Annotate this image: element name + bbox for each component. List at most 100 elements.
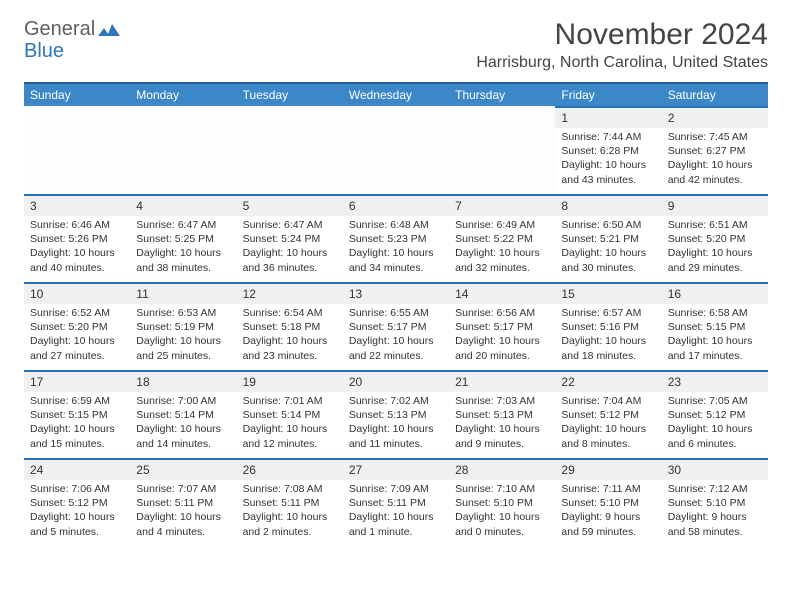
daylight-text: Daylight: 10 hours and 29 minutes. bbox=[668, 246, 762, 274]
sunset-text: Sunset: 6:27 PM bbox=[668, 144, 762, 158]
daylight-text: Daylight: 10 hours and 25 minutes. bbox=[136, 334, 230, 362]
weekday-header: Saturday bbox=[662, 83, 768, 106]
sunset-text: Sunset: 5:13 PM bbox=[349, 408, 443, 422]
calendar-day-cell: 15Sunrise: 6:57 AMSunset: 5:16 PMDayligh… bbox=[555, 282, 661, 370]
daylight-text: Daylight: 9 hours and 58 minutes. bbox=[668, 510, 762, 538]
weekday-header: Monday bbox=[130, 83, 236, 106]
calendar-day-cell: 17Sunrise: 6:59 AMSunset: 5:15 PMDayligh… bbox=[24, 370, 130, 458]
day-number: 11 bbox=[130, 282, 236, 304]
day-number: 22 bbox=[555, 370, 661, 392]
day-number: 5 bbox=[237, 194, 343, 216]
calendar-week-row: 1Sunrise: 7:44 AMSunset: 6:28 PMDaylight… bbox=[24, 106, 768, 194]
sunset-text: Sunset: 5:12 PM bbox=[561, 408, 655, 422]
calendar-day-cell: 19Sunrise: 7:01 AMSunset: 5:14 PMDayligh… bbox=[237, 370, 343, 458]
day-body: Sunrise: 7:45 AMSunset: 6:27 PMDaylight:… bbox=[662, 128, 768, 193]
sunrise-text: Sunrise: 7:01 AM bbox=[243, 394, 337, 408]
sunset-text: Sunset: 5:14 PM bbox=[243, 408, 337, 422]
month-title: November 2024 bbox=[476, 18, 768, 52]
sunset-text: Sunset: 5:22 PM bbox=[455, 232, 549, 246]
day-number: 12 bbox=[237, 282, 343, 304]
day-number: 13 bbox=[343, 282, 449, 304]
weekday-header: Sunday bbox=[24, 83, 130, 106]
daylight-text: Daylight: 10 hours and 20 minutes. bbox=[455, 334, 549, 362]
daylight-text: Daylight: 9 hours and 59 minutes. bbox=[561, 510, 655, 538]
sunrise-text: Sunrise: 7:05 AM bbox=[668, 394, 762, 408]
calendar-week-row: 24Sunrise: 7:06 AMSunset: 5:12 PMDayligh… bbox=[24, 458, 768, 546]
sunrise-text: Sunrise: 7:06 AM bbox=[30, 482, 124, 496]
sunset-text: Sunset: 5:16 PM bbox=[561, 320, 655, 334]
sunrise-text: Sunrise: 7:44 AM bbox=[561, 130, 655, 144]
day-number: 27 bbox=[343, 458, 449, 480]
calendar-day-cell: 29Sunrise: 7:11 AMSunset: 5:10 PMDayligh… bbox=[555, 458, 661, 546]
daylight-text: Daylight: 10 hours and 2 minutes. bbox=[243, 510, 337, 538]
day-number: 7 bbox=[449, 194, 555, 216]
weekday-header: Thursday bbox=[449, 83, 555, 106]
sunrise-text: Sunrise: 7:09 AM bbox=[349, 482, 443, 496]
day-body: Sunrise: 6:54 AMSunset: 5:18 PMDaylight:… bbox=[237, 304, 343, 369]
day-body: Sunrise: 7:11 AMSunset: 5:10 PMDaylight:… bbox=[555, 480, 661, 545]
sunset-text: Sunset: 5:24 PM bbox=[243, 232, 337, 246]
sunset-text: Sunset: 6:28 PM bbox=[561, 144, 655, 158]
daylight-text: Daylight: 10 hours and 18 minutes. bbox=[561, 334, 655, 362]
daylight-text: Daylight: 10 hours and 0 minutes. bbox=[455, 510, 549, 538]
sunset-text: Sunset: 5:10 PM bbox=[561, 496, 655, 510]
calendar-day-cell: 30Sunrise: 7:12 AMSunset: 5:10 PMDayligh… bbox=[662, 458, 768, 546]
day-number: 21 bbox=[449, 370, 555, 392]
sunset-text: Sunset: 5:26 PM bbox=[30, 232, 124, 246]
calendar-body: 1Sunrise: 7:44 AMSunset: 6:28 PMDaylight… bbox=[24, 106, 768, 546]
day-body: Sunrise: 7:04 AMSunset: 5:12 PMDaylight:… bbox=[555, 392, 661, 457]
calendar-day-cell: 6Sunrise: 6:48 AMSunset: 5:23 PMDaylight… bbox=[343, 194, 449, 282]
sunrise-text: Sunrise: 7:45 AM bbox=[668, 130, 762, 144]
daylight-text: Daylight: 10 hours and 11 minutes. bbox=[349, 422, 443, 450]
logo: General bbox=[24, 18, 120, 41]
sunset-text: Sunset: 5:11 PM bbox=[349, 496, 443, 510]
calendar-day-cell: 3Sunrise: 6:46 AMSunset: 5:26 PMDaylight… bbox=[24, 194, 130, 282]
daylight-text: Daylight: 10 hours and 5 minutes. bbox=[30, 510, 124, 538]
day-body: Sunrise: 6:59 AMSunset: 5:15 PMDaylight:… bbox=[24, 392, 130, 457]
calendar-day-cell: 9Sunrise: 6:51 AMSunset: 5:20 PMDaylight… bbox=[662, 194, 768, 282]
daylight-text: Daylight: 10 hours and 8 minutes. bbox=[561, 422, 655, 450]
daylight-text: Daylight: 10 hours and 9 minutes. bbox=[455, 422, 549, 450]
sunset-text: Sunset: 5:12 PM bbox=[668, 408, 762, 422]
daylight-text: Daylight: 10 hours and 4 minutes. bbox=[136, 510, 230, 538]
title-block: November 2024 Harrisburg, North Carolina… bbox=[476, 18, 768, 72]
calendar-day-cell bbox=[24, 106, 130, 194]
day-number: 24 bbox=[24, 458, 130, 480]
sunrise-text: Sunrise: 7:07 AM bbox=[136, 482, 230, 496]
day-body: Sunrise: 7:10 AMSunset: 5:10 PMDaylight:… bbox=[449, 480, 555, 545]
day-number: 9 bbox=[662, 194, 768, 216]
day-body: Sunrise: 6:48 AMSunset: 5:23 PMDaylight:… bbox=[343, 216, 449, 281]
sunrise-text: Sunrise: 7:00 AM bbox=[136, 394, 230, 408]
day-body: Sunrise: 7:02 AMSunset: 5:13 PMDaylight:… bbox=[343, 392, 449, 457]
sunset-text: Sunset: 5:12 PM bbox=[30, 496, 124, 510]
daylight-text: Daylight: 10 hours and 1 minute. bbox=[349, 510, 443, 538]
sunset-text: Sunset: 5:10 PM bbox=[455, 496, 549, 510]
day-body: Sunrise: 6:51 AMSunset: 5:20 PMDaylight:… bbox=[662, 216, 768, 281]
day-number: 23 bbox=[662, 370, 768, 392]
daylight-text: Daylight: 10 hours and 27 minutes. bbox=[30, 334, 124, 362]
calendar-day-cell: 23Sunrise: 7:05 AMSunset: 5:12 PMDayligh… bbox=[662, 370, 768, 458]
logo-text-2-wrap: Blue bbox=[24, 40, 64, 63]
calendar-page: General November 2024 Harrisburg, North … bbox=[0, 0, 792, 564]
day-number: 14 bbox=[449, 282, 555, 304]
sunset-text: Sunset: 5:15 PM bbox=[668, 320, 762, 334]
calendar-day-cell: 11Sunrise: 6:53 AMSunset: 5:19 PMDayligh… bbox=[130, 282, 236, 370]
daylight-text: Daylight: 10 hours and 14 minutes. bbox=[136, 422, 230, 450]
calendar-day-cell: 7Sunrise: 6:49 AMSunset: 5:22 PMDaylight… bbox=[449, 194, 555, 282]
calendar-day-cell: 20Sunrise: 7:02 AMSunset: 5:13 PMDayligh… bbox=[343, 370, 449, 458]
calendar-day-cell: 2Sunrise: 7:45 AMSunset: 6:27 PMDaylight… bbox=[662, 106, 768, 194]
sunset-text: Sunset: 5:23 PM bbox=[349, 232, 443, 246]
day-body: Sunrise: 7:12 AMSunset: 5:10 PMDaylight:… bbox=[662, 480, 768, 545]
daylight-text: Daylight: 10 hours and 12 minutes. bbox=[243, 422, 337, 450]
sunrise-text: Sunrise: 7:03 AM bbox=[455, 394, 549, 408]
sunrise-text: Sunrise: 6:46 AM bbox=[30, 218, 124, 232]
day-number: 25 bbox=[130, 458, 236, 480]
sunset-text: Sunset: 5:10 PM bbox=[668, 496, 762, 510]
sunrise-text: Sunrise: 6:57 AM bbox=[561, 306, 655, 320]
sunrise-text: Sunrise: 7:04 AM bbox=[561, 394, 655, 408]
logo-flag-icon bbox=[98, 22, 120, 38]
day-number: 29 bbox=[555, 458, 661, 480]
sunset-text: Sunset: 5:11 PM bbox=[243, 496, 337, 510]
day-number: 26 bbox=[237, 458, 343, 480]
sunset-text: Sunset: 5:20 PM bbox=[30, 320, 124, 334]
